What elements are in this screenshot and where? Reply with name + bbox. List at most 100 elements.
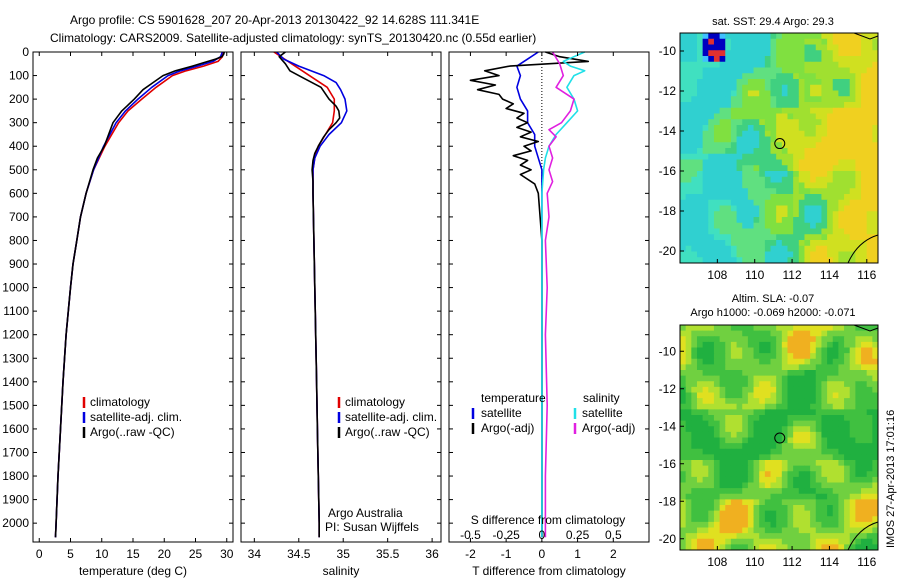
map-cell	[838, 544, 845, 551]
map-cell	[770, 84, 777, 91]
map-cell	[776, 336, 783, 343]
map-cell	[736, 330, 743, 337]
map-cell	[770, 538, 777, 545]
map-cell	[781, 381, 788, 388]
map-cell	[821, 398, 828, 405]
map-cell	[691, 159, 698, 166]
map-cell	[849, 211, 856, 218]
map-cell	[781, 205, 788, 212]
map-cell	[696, 420, 704, 427]
map-cell	[827, 403, 834, 410]
map-cell	[804, 375, 811, 382]
map-cell	[742, 67, 749, 74]
map-cell	[747, 375, 755, 382]
map-cell	[719, 171, 726, 178]
map-cell	[736, 358, 743, 365]
map-cell	[861, 61, 868, 68]
map-cell	[861, 454, 868, 461]
map-cell	[804, 205, 811, 212]
map-cell	[753, 510, 760, 517]
map-cell	[764, 257, 772, 264]
map-cell	[696, 136, 704, 143]
map-cell	[838, 415, 845, 422]
map-cell	[838, 194, 845, 201]
map-cell	[719, 381, 726, 388]
map-cell	[838, 96, 845, 103]
map-cell	[855, 364, 862, 371]
map-cell	[696, 113, 704, 120]
map-cell	[838, 381, 845, 388]
map-cell	[736, 38, 743, 45]
map-cell	[793, 245, 800, 252]
map-cell	[776, 493, 783, 500]
map-cell	[804, 107, 811, 114]
map-cell	[759, 544, 766, 551]
map-cell	[821, 257, 828, 264]
map-cell	[702, 420, 709, 427]
map-cell	[821, 38, 828, 45]
map-cell	[770, 336, 777, 343]
map-cell	[776, 96, 783, 103]
map-cell	[855, 386, 862, 394]
legend-heading-salinity: salinity	[583, 391, 620, 405]
map-cell	[776, 488, 783, 495]
map-cell	[719, 538, 726, 545]
map-cell	[804, 211, 811, 218]
map-cell	[776, 476, 783, 484]
map-cell	[742, 188, 749, 195]
map-cell	[696, 171, 704, 178]
map-cell	[855, 107, 862, 114]
map-cell	[725, 44, 732, 51]
map-cell	[725, 90, 732, 97]
map-cell	[781, 420, 788, 427]
map-cell	[861, 510, 868, 517]
map-cell	[725, 471, 732, 478]
map-cell	[770, 454, 777, 461]
map-cell	[866, 102, 873, 109]
map-cell	[725, 228, 732, 235]
map-cell	[810, 533, 817, 540]
map-cell	[713, 381, 721, 388]
map-cell	[759, 493, 766, 500]
map-cell	[713, 336, 721, 343]
map-cell	[827, 415, 834, 422]
map-cell	[691, 392, 698, 399]
map-cell	[872, 211, 879, 218]
map-cell	[730, 245, 738, 252]
map-cell	[753, 142, 760, 149]
map-cell	[798, 330, 805, 337]
map-cell	[844, 370, 851, 377]
map-cell	[776, 347, 783, 354]
map-cell	[827, 336, 834, 343]
map-cell	[764, 443, 772, 450]
map-cell	[781, 171, 788, 178]
map-cell	[725, 50, 732, 57]
map-cell	[685, 443, 692, 450]
map-cell	[702, 251, 709, 258]
map-cell	[798, 245, 805, 252]
map-cell	[838, 364, 845, 371]
map-cell	[719, 176, 726, 183]
map-cell	[793, 205, 800, 212]
map-cell	[680, 130, 687, 137]
map-cell	[827, 142, 834, 149]
map-cell	[821, 381, 828, 388]
map-cell	[821, 516, 828, 523]
map-cell	[680, 136, 687, 143]
map-cell	[861, 364, 868, 371]
map-ytick-label: -18	[659, 494, 677, 508]
map-cell	[832, 79, 839, 86]
title-line-1: Argo profile: CS 5901628_207 20-Apr-2013…	[70, 13, 479, 27]
map-cell	[798, 96, 805, 103]
map-cell	[747, 107, 755, 114]
map-cell	[855, 142, 862, 149]
map-cell	[713, 211, 721, 218]
map-cell	[787, 499, 794, 506]
map-cell	[815, 50, 822, 57]
map-cell	[691, 325, 698, 332]
map-cell	[747, 398, 755, 405]
map-cell	[708, 493, 715, 500]
map-cell	[736, 510, 743, 517]
map-cell	[815, 84, 822, 91]
map-cell	[702, 257, 709, 264]
